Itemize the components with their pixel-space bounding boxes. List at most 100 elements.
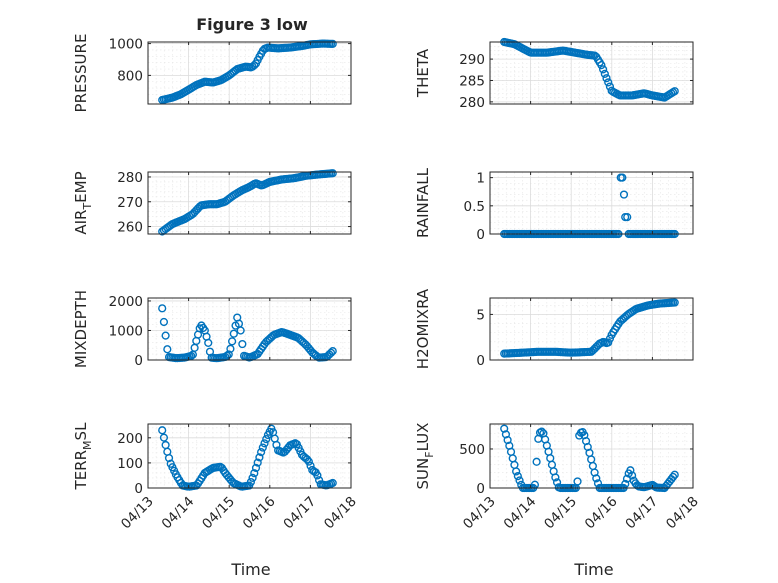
terr_msl-data-point	[260, 439, 269, 448]
h2omixra-y-tick-label: 5	[476, 307, 485, 323]
terr_msl-data-point	[159, 433, 169, 442]
terr_msl-y-tick-label: 200	[117, 431, 143, 447]
terr_msl-data-point	[158, 426, 167, 435]
mixdepth-y-tick-label: 1000	[109, 323, 143, 339]
air-temp-panel: 260 270 280 AIRTEMP	[72, 169, 352, 236]
terr_msl-data-point	[250, 469, 259, 478]
terr_msl-y-tick-label: 100	[117, 456, 143, 472]
terr_msl-data-point	[246, 477, 255, 487]
h2omixra-data-point	[670, 298, 679, 307]
sun_flux-x-tick-label: 04/18	[663, 494, 702, 533]
sun_flux-axes-box	[489, 423, 694, 489]
h2omixra-data-point	[605, 334, 615, 343]
terr_msl-data-point	[258, 443, 267, 452]
x-axis-label-left: Time	[230, 560, 270, 579]
terr_msl-data-point	[164, 453, 174, 463]
sun_flux-data-point	[592, 474, 601, 483]
rainfall-data-point	[618, 173, 627, 182]
theta-y-tick-label: 290	[459, 52, 485, 68]
terr_msl-data-point	[262, 435, 271, 444]
mixdepth-data-point	[228, 337, 237, 346]
terr_msl-y-tick-label: 0	[134, 481, 143, 497]
sun_flux-data-point	[668, 472, 678, 482]
air_temp-data-point	[328, 169, 337, 178]
x-axis-label-right: Time	[573, 560, 613, 579]
sun_flux-data-point	[626, 466, 635, 475]
sun_flux-x-tick-label: 04/17	[622, 494, 661, 533]
mixdepth-data-point	[326, 348, 336, 357]
theta-axes-box	[489, 41, 694, 105]
terr_msl-data-point	[303, 455, 312, 464]
pressure-y-tick-label: 800	[117, 68, 143, 84]
terr_msl-x-tick-label: 04/13	[118, 494, 157, 533]
mixdepth-data-point	[163, 345, 172, 354]
theta-data-point	[602, 74, 611, 83]
sun_flux-x-tick-label: 04/16	[582, 494, 621, 533]
mixdepth-data-point	[328, 347, 337, 356]
terr_msl-data-point	[257, 448, 266, 457]
pressure-axes-box	[147, 41, 352, 105]
sun_flux-data-point	[627, 471, 637, 480]
sun_flux-y-axis-label: SUNFLUX	[414, 423, 436, 490]
sun_flux-data-point	[537, 427, 546, 436]
terr_msl-x-tick-label: 04/17	[280, 494, 319, 533]
figure-title: Figure 3 low	[196, 15, 308, 34]
terr_msl-data-point	[328, 478, 337, 488]
terr_msl-data-point	[251, 463, 261, 473]
pressure-data-point	[328, 39, 337, 49]
h2omixra-panel: 0 5 H2OMIXRA	[414, 288, 694, 369]
terr_msl-data-point	[272, 440, 281, 450]
theta-data-point	[600, 69, 609, 78]
theta-data-point	[670, 87, 679, 96]
sun_flux-data-point	[621, 479, 630, 489]
terr_msl-data-point	[313, 471, 322, 480]
theta-y-tick-label: 285	[459, 73, 485, 89]
terr_msl-data-point	[255, 453, 264, 462]
air_temp-y-tick-label: 260	[117, 220, 143, 236]
theta-panel: 280 285 290 THETA	[414, 37, 694, 111]
mixdepth-y-axis-label: MIXDEPTH	[72, 290, 90, 368]
theta-data-point	[604, 78, 613, 87]
mixdepth-data-point	[204, 338, 213, 347]
mixdepth-y-tick-label: 2000	[109, 294, 143, 310]
rainfall-panel: 0 0.5 1 RAINFALL	[414, 167, 694, 243]
terr_msl-x-tick-label: 04/16	[240, 494, 279, 533]
sun_flux-data-point	[551, 473, 560, 482]
h2omixra-data-point	[604, 338, 613, 347]
air_temp-axes-box	[147, 171, 352, 235]
rainfall-plot-area	[490, 172, 693, 234]
mixdepth-panel: 0 1000 2000 MIXDEPTH	[72, 290, 352, 369]
terr_msl-x-tick-label: 04/15	[199, 494, 238, 533]
sun_flux-x-tick-label: 04/15	[541, 494, 580, 533]
theta-y-tick-label: 280	[459, 95, 485, 111]
theta-data-point	[599, 65, 608, 74]
air_temp-y-axis-label: AIRTEMP	[72, 171, 94, 234]
pressure-y-axis-label: PRESSURE	[72, 34, 90, 113]
air_temp-y-tick-label: 280	[117, 170, 143, 186]
mixdepth-data-point	[158, 304, 167, 313]
terr_msl-y-axis-label: TERRMSL	[72, 422, 94, 491]
mixdepth-data-point	[238, 339, 247, 349]
terr_msl-data-point	[253, 458, 262, 467]
mixdepth-data-point	[226, 344, 235, 353]
pressure-y-tick-label: 1000	[109, 37, 143, 53]
mixdepth-data-point	[222, 351, 232, 360]
sun_flux-data-point	[512, 467, 521, 476]
sun_flux-data-point	[515, 476, 524, 485]
mixdepth-data-point	[229, 329, 238, 338]
rainfall-y-tick-label: 1	[476, 171, 485, 187]
air_temp-y-tick-label: 270	[117, 195, 143, 211]
sun-flux-panel: 0 500 04/13 04/14 04/15 04/16 04/17 04/18 SUNFLU…	[414, 423, 702, 533]
mixdepth-data-point	[161, 331, 170, 340]
rainfall-data-point	[623, 212, 632, 222]
sun_flux-data-point	[573, 477, 582, 486]
h2omixra-y-axis-label: H2OMIXRA	[414, 288, 432, 369]
sun_flux-y-tick-label: 0	[476, 481, 485, 497]
mixdepth-data-point	[187, 351, 196, 361]
rainfall-y-tick-label: 0.5	[464, 199, 485, 215]
sun_flux-data-point	[670, 470, 679, 479]
sun_flux-data-point	[513, 472, 522, 481]
theta-y-axis-label: THETA	[414, 48, 432, 98]
terr_msl-axes-box	[147, 423, 352, 489]
